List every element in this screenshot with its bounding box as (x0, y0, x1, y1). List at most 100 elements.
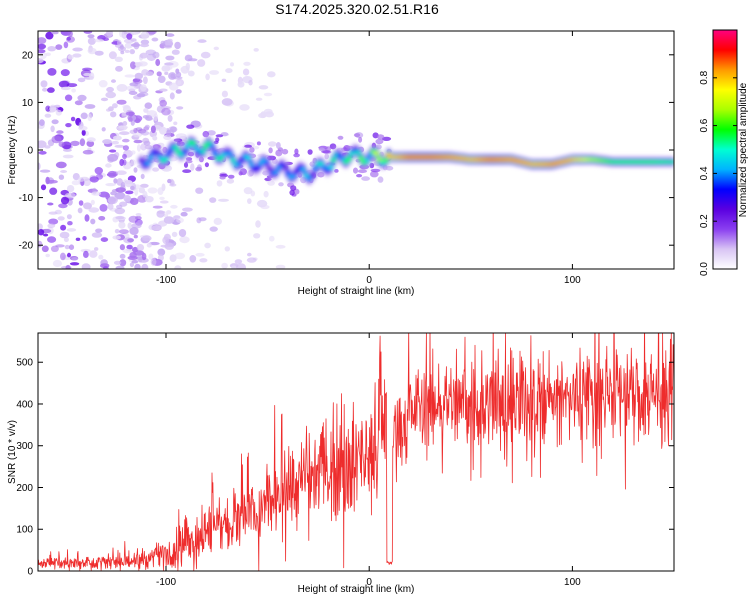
noise-blob (337, 135, 344, 140)
noise-blob (243, 61, 251, 66)
spectrogram-y-axis-label: Frequency (Hz) (7, 116, 18, 185)
noise-blob (67, 252, 71, 258)
noise-blob (268, 147, 273, 154)
snr-series-line (38, 333, 674, 571)
noise-blob (161, 183, 166, 192)
noise-blob (81, 263, 91, 269)
noise-blob (38, 43, 46, 50)
ridge-segment (248, 162, 255, 166)
noise-blob (294, 148, 299, 155)
noise-blob (140, 173, 145, 180)
noise-blob (114, 152, 120, 158)
ridge-segment (162, 157, 170, 161)
ridge-segment (177, 153, 185, 157)
noise-blob (114, 144, 125, 148)
noise-blob (71, 180, 81, 186)
noise-blob (43, 233, 49, 237)
noise-blob (89, 250, 98, 258)
ridge-segment (171, 145, 179, 149)
noise-blob (121, 113, 128, 118)
noise-blob (80, 112, 88, 120)
ridge-segment (379, 161, 386, 165)
noise-blob (242, 68, 250, 76)
noise-blob (145, 116, 154, 121)
noise-blob (38, 162, 41, 170)
ridge-segment (345, 157, 353, 160)
noise-blob (187, 151, 195, 157)
noise-blob (329, 143, 337, 150)
noise-blob (324, 153, 330, 160)
ridge-segment (296, 165, 304, 169)
ridge-segment (226, 152, 234, 156)
noise-blob (144, 196, 154, 203)
noise-blob (171, 231, 178, 238)
noise-blob (180, 65, 190, 74)
noise-blob (105, 183, 116, 187)
noise-blob (95, 228, 103, 233)
ridge-segment (382, 159, 389, 163)
noise-blob (237, 81, 245, 88)
ridge-segment (363, 159, 371, 163)
noise-blob (116, 99, 127, 105)
noise-blob (107, 157, 115, 163)
noise-blob (171, 49, 180, 55)
noise-blob (248, 79, 253, 86)
noise-blob (143, 76, 148, 85)
noise-blob (41, 245, 49, 253)
noise-blob (118, 229, 129, 235)
noise-blob (125, 190, 134, 195)
ridge-segment (153, 151, 161, 154)
noise-blob (129, 197, 139, 205)
noise-blob (60, 252, 66, 261)
noise-blob (106, 86, 114, 93)
noise-blob (160, 244, 170, 248)
ridge-segment (354, 150, 362, 154)
noise-blob (58, 174, 65, 180)
x-tick-label: 0 (366, 577, 372, 588)
noise-blob (78, 200, 84, 206)
noise-blob (255, 220, 261, 228)
noise-blob (156, 71, 162, 77)
noise-blob (39, 51, 47, 60)
noise-blob (103, 266, 109, 269)
noise-blob (81, 129, 86, 136)
noise-blob (170, 204, 178, 209)
noise-blob (167, 114, 173, 122)
noise-blob (247, 198, 252, 205)
noise-blob (140, 31, 150, 39)
ridge-segment (336, 153, 344, 157)
noise-blob (47, 223, 56, 229)
ridge-segment (205, 141, 213, 145)
noise-blob (226, 178, 235, 184)
noise-blob (101, 127, 106, 132)
noise-blob (119, 253, 126, 259)
y-tick-label: 0 (27, 567, 33, 578)
noise-blob (89, 176, 99, 183)
noise-blob (230, 62, 234, 67)
ridge-segment (372, 152, 380, 155)
noise-blob (157, 75, 166, 84)
noise-blob (87, 47, 97, 55)
noise-blob (114, 229, 120, 234)
noise-blob (45, 176, 50, 185)
noise-blob (124, 49, 130, 54)
noise-blob (353, 167, 358, 174)
noise-blob (45, 105, 51, 112)
noise-blob (106, 31, 113, 37)
ridge-segment (211, 151, 219, 155)
noise-blob (200, 51, 211, 59)
noise-blob (100, 97, 109, 102)
noise-blob (59, 231, 70, 239)
noise-blob (116, 84, 128, 92)
noise-blob (66, 185, 75, 193)
y-tick-label: 0 (27, 146, 33, 157)
noise-blob (88, 207, 100, 213)
noise-blob (169, 126, 177, 133)
noise-blob (253, 48, 259, 52)
noise-blob (239, 104, 250, 111)
noise-blob (40, 80, 48, 88)
noise-blob (356, 174, 363, 178)
noise-blob (133, 139, 143, 144)
noise-blob (135, 215, 142, 221)
noise-blob (195, 252, 205, 257)
